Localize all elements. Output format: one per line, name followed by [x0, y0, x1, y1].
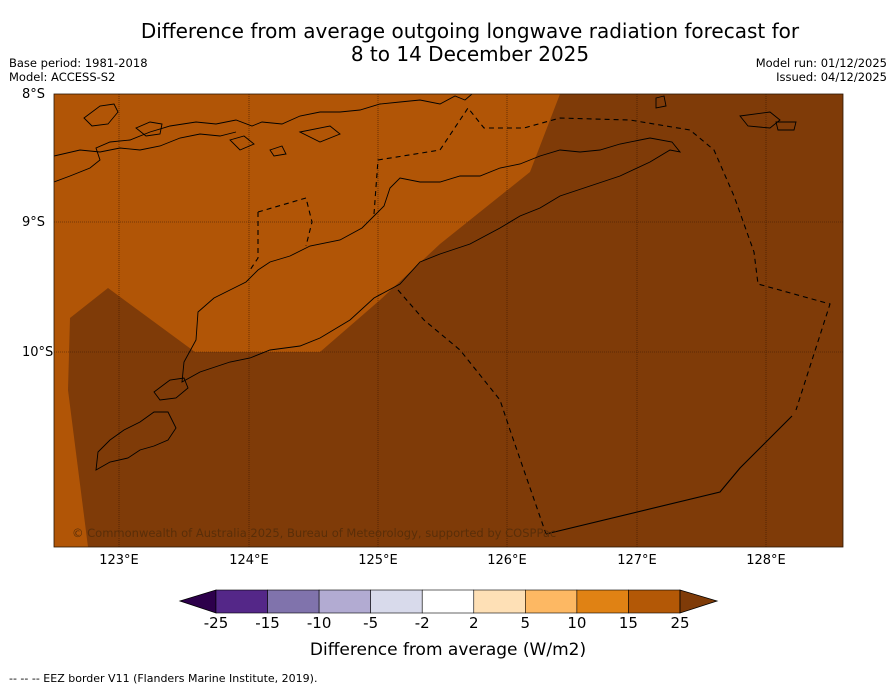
eez-footnote: -- -- -- EEZ border V11 (Flanders Marine…: [9, 672, 318, 685]
colorbar-segment: [525, 589, 578, 614]
lon-label-127e: 127°E: [617, 553, 657, 568]
islands-north: [83, 103, 341, 157]
lat-label-10s: 10°S: [22, 345, 54, 360]
gridlines: [54, 94, 843, 547]
colorbar-extend-low: [178, 589, 217, 614]
map-frame: [53, 93, 844, 548]
colorbar-extend-high: [679, 589, 719, 614]
colorbar-tick-label: 5: [520, 614, 531, 632]
model-name: Model: ACCESS-S2: [9, 70, 116, 84]
lon-label-125e: 125°E: [358, 553, 398, 568]
coastlines: [54, 94, 797, 471]
meta-left: Base period: 1981-2018 Model: ACCESS-S2: [9, 56, 148, 84]
timor-north-coast: [181, 137, 682, 383]
colorbar-segment: [318, 589, 371, 614]
meta-right: Model run: 01/12/2025 Issued: 04/12/2025: [756, 56, 887, 84]
colorbar-segments: [215, 589, 681, 614]
region-above-25: [68, 94, 843, 547]
colorbar-tick-label: 15: [618, 614, 638, 632]
flores-coastline: [54, 94, 473, 183]
colorbar-title: Difference from average (W/m2): [309, 640, 587, 660]
eez-border-solid: [545, 415, 793, 535]
lat-label-8s: 8°S: [22, 87, 46, 102]
lon-label-128e: 128°E: [746, 553, 786, 568]
chart-title: Difference from average outgoing longwav…: [60, 20, 880, 66]
colorbar-tick-label: -15: [255, 614, 280, 632]
lon-label-126e: 126°E: [487, 553, 527, 568]
issued-date: Issued: 04/12/2025: [776, 70, 887, 84]
lon-label-124e: 124°E: [229, 553, 269, 568]
colorbar-tick-label: -25: [203, 614, 229, 632]
colorbar-tick-label: -10: [306, 614, 332, 632]
map-area: [54, 94, 843, 547]
colorbar-segment: [421, 589, 475, 614]
rote-island: [95, 411, 177, 471]
title-line-2: 8 to 14 December 2025: [350, 42, 590, 66]
base-period: Base period: 1981-2018: [9, 56, 148, 70]
colorbar-tick-label: -2: [414, 614, 430, 632]
colorbar-segment: [576, 589, 629, 614]
colorbar-segment: [215, 589, 268, 614]
copyright-notice: © Commonwealth of Australia 2025, Bureau…: [72, 526, 557, 540]
colorbar: [178, 589, 719, 614]
colorbar-segment: [628, 589, 681, 614]
lat-label-9s: 9°S: [22, 215, 46, 230]
title-line-1: Difference from average outgoing longwav…: [140, 19, 800, 43]
colorbar-tick-label: 10: [567, 614, 587, 632]
colorbar-segment: [267, 589, 320, 614]
semau-island: [153, 377, 189, 401]
model-run: Model run: 01/12/2025: [755, 56, 887, 70]
alor-island: [655, 95, 797, 131]
colorbar-tick-label: -5: [363, 614, 379, 632]
flores-south-coast: [54, 131, 237, 157]
colorbar-segment: [370, 589, 423, 614]
colorbar-tick-label: 2: [468, 614, 479, 632]
lon-label-123e: 123°E: [99, 553, 139, 568]
colorbar-segment: [473, 589, 526, 614]
eez-border: [249, 107, 831, 535]
colorbar-tick-label: 25: [670, 614, 690, 632]
